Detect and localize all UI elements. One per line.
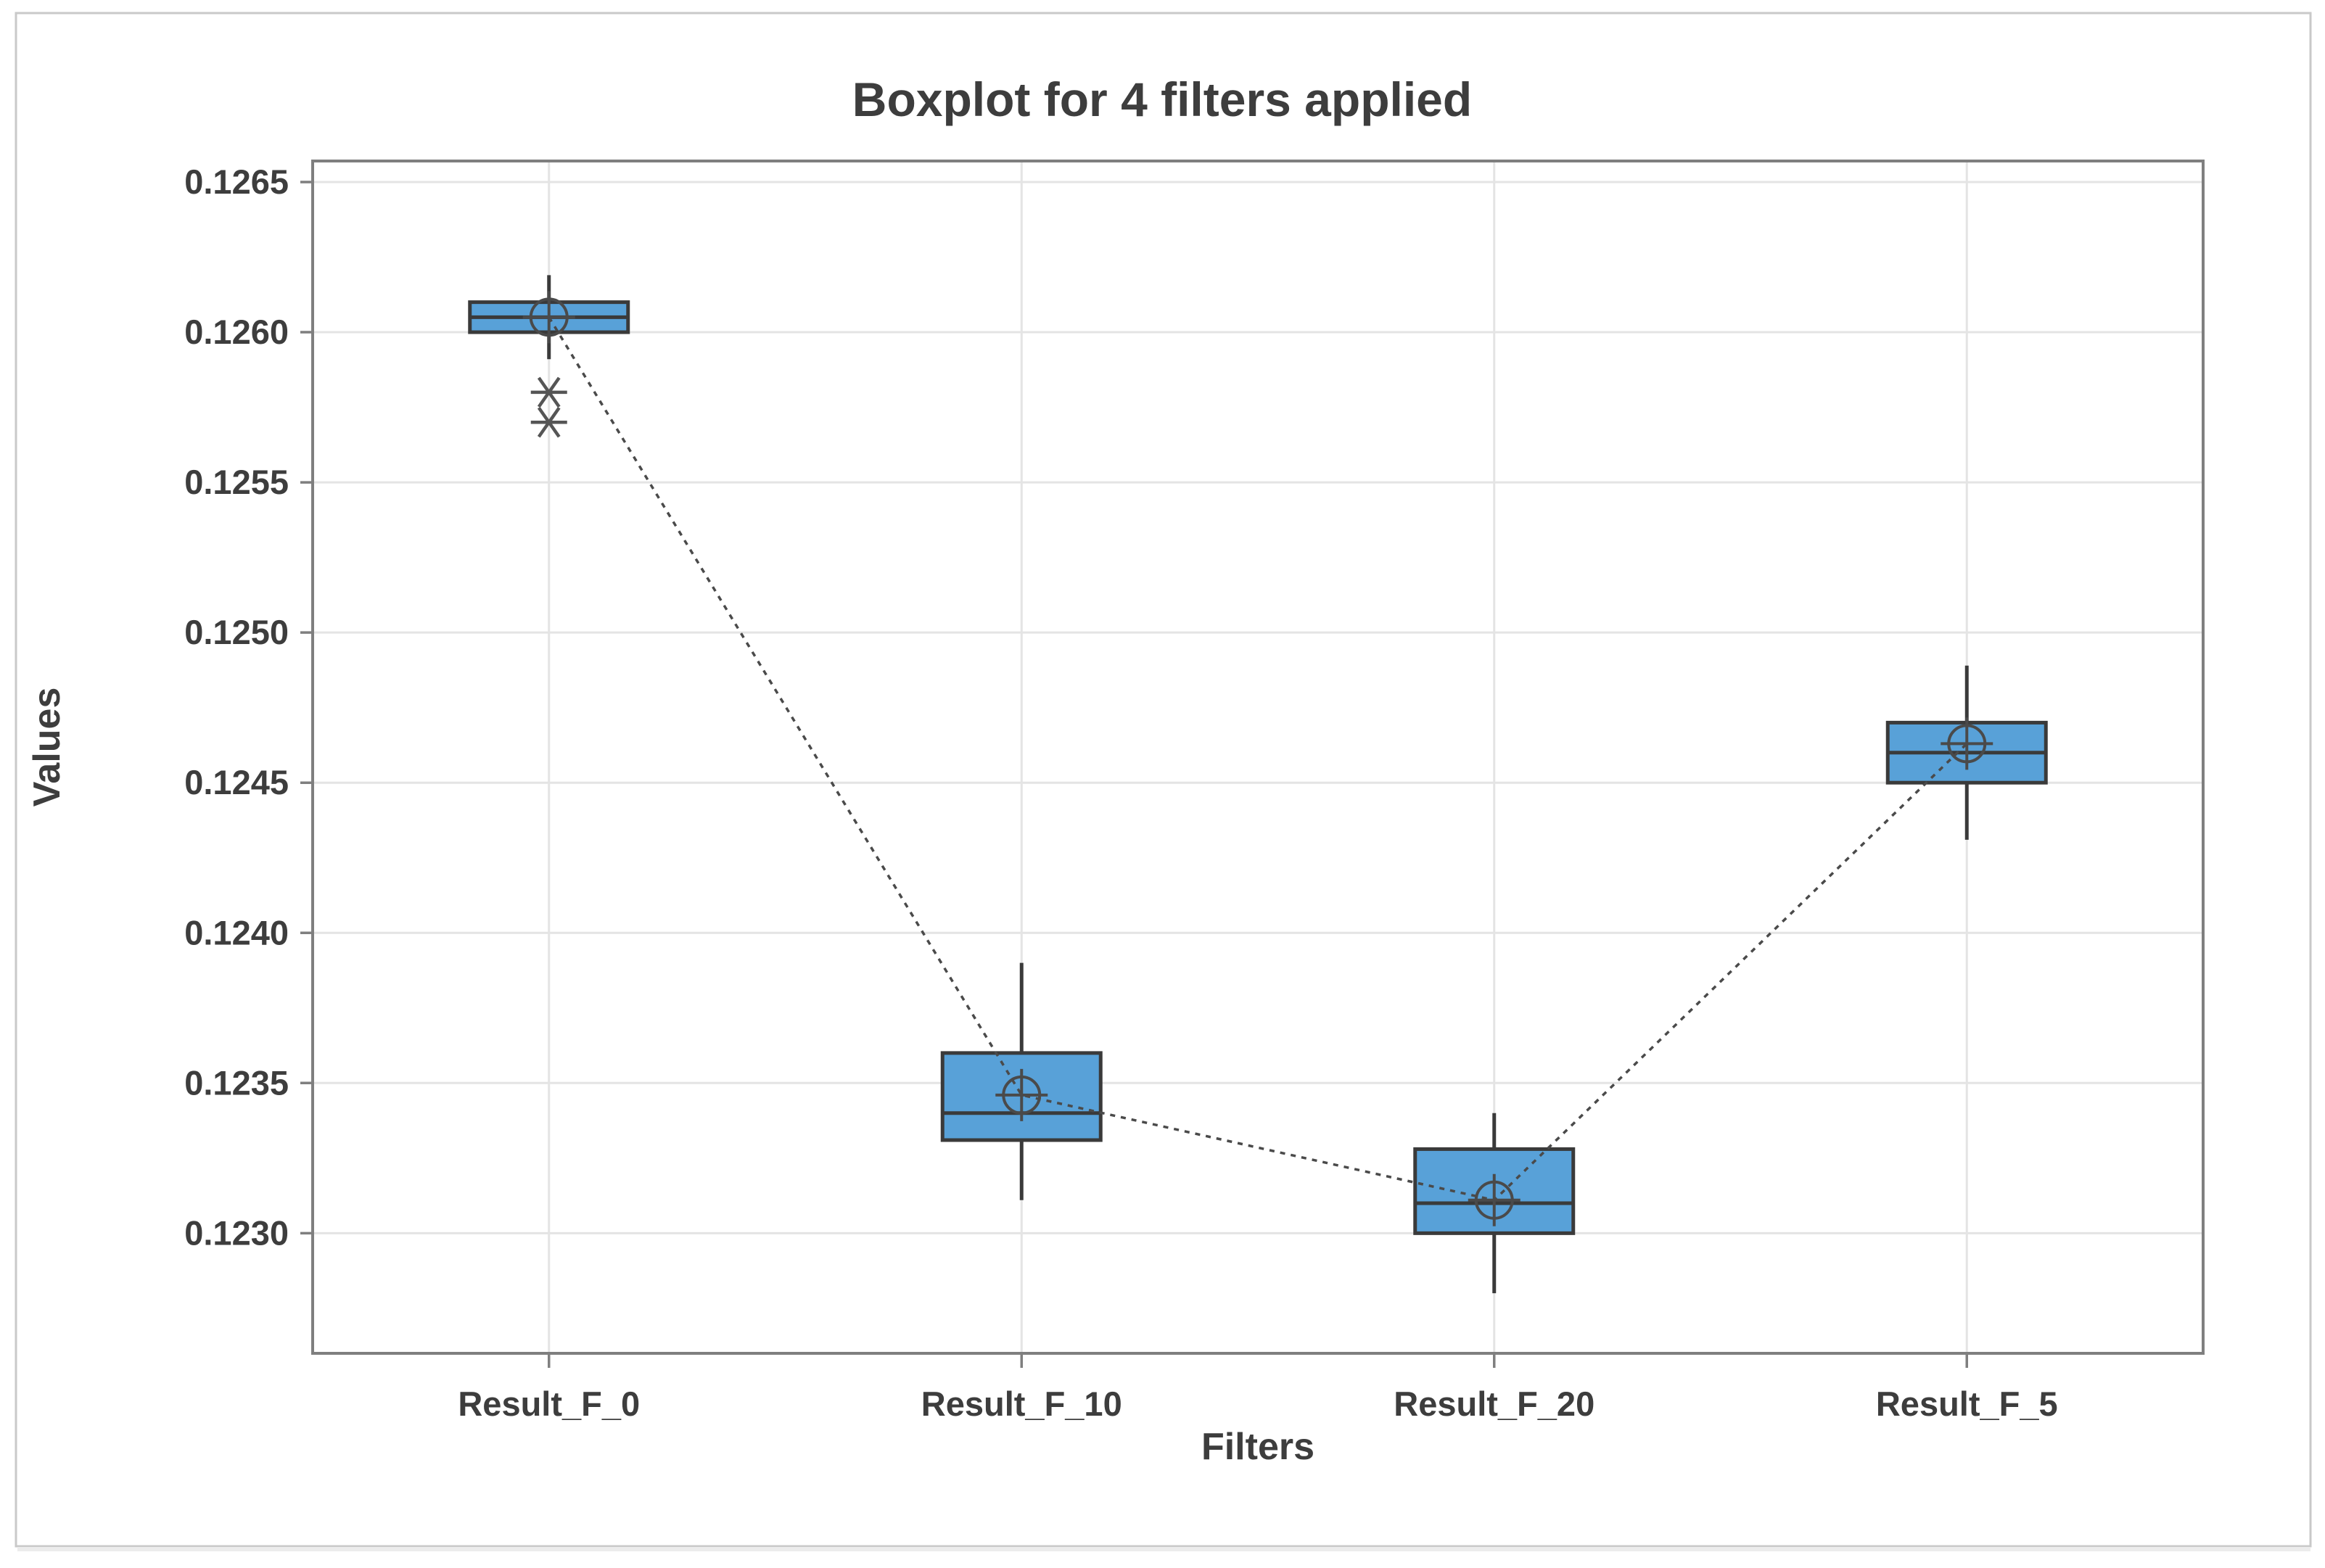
plot-frame-layer	[311, 160, 2205, 1355]
outlier-ray-d2	[537, 406, 561, 438]
mean-markers-layer	[522, 291, 1993, 1226]
y-tick-label: 0.1250	[184, 613, 289, 651]
y-tick-label: 0.1230	[184, 1213, 289, 1252]
mean-marker	[522, 291, 575, 344]
y-tick-label: 0.1245	[184, 763, 289, 801]
y-axis-title: Values	[26, 688, 68, 807]
tick-labels-layer: 0.1265 0.1260 0.1255 0.1250 0.1245 0.1240 0.12…	[184, 162, 2057, 1423]
y-tick-label: 0.1240	[184, 913, 289, 952]
mean-marker	[1941, 717, 1993, 770]
x-category-label: Result_F_10	[921, 1385, 1122, 1423]
x-axis-title: Filters	[1201, 1426, 1314, 1468]
x-category-label: Result_F_20	[1394, 1385, 1594, 1423]
x-category-label: Result_F_5	[1876, 1385, 2058, 1423]
x-category-label: Result_F_0	[458, 1385, 640, 1423]
mean-marker	[995, 1068, 1048, 1121]
mean-connect-layer	[548, 316, 1968, 1202]
y-tick-label: 0.1255	[184, 463, 289, 501]
mean-marker	[1468, 1173, 1520, 1226]
axis-ticks-layer	[300, 181, 1968, 1368]
outlier-ray-d2	[537, 376, 561, 408]
y-tick-label: 0.1265	[184, 162, 289, 201]
outlier-asterisk	[530, 406, 567, 438]
y-tick-label: 0.1235	[184, 1063, 289, 1102]
mean-connect-line	[548, 316, 1968, 1202]
chart-title: Boxplot for 4 filters applied	[852, 73, 1472, 126]
outliers-layer	[530, 376, 567, 438]
boxes-layer	[468, 275, 2048, 1294]
y-tick-label: 0.1260	[184, 313, 289, 351]
plot-frame	[311, 160, 2205, 1355]
outlier-asterisk	[530, 376, 567, 408]
